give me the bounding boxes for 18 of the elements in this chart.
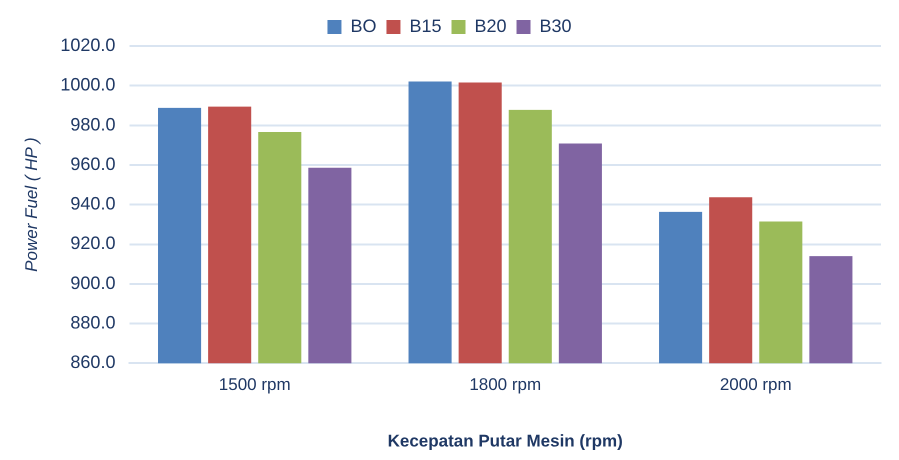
x-tick-label: 1500 rpm — [218, 375, 291, 394]
y-tick-label: 940.0 — [70, 194, 116, 214]
y-tick-label: 980.0 — [70, 114, 116, 134]
y-tick-label: 920.0 — [70, 233, 116, 254]
y-tick-label: 880.0 — [70, 312, 116, 333]
y-tick-label: 900.0 — [70, 272, 116, 293]
y-axis-title: Power Fuel ( HP ) — [22, 137, 41, 272]
legend-label: BO — [350, 16, 376, 36]
y-tick-label: 1020.0 — [60, 34, 116, 55]
y-tick-label: 1000.0 — [60, 74, 116, 95]
legend-label: B20 — [474, 16, 507, 36]
x-axis-title: Kecepatan Putar Mesin (rpm) — [388, 431, 623, 450]
x-tick-label: 1800 rpm — [469, 375, 542, 394]
legend-label: B15 — [409, 16, 442, 36]
legend-label: B30 — [540, 16, 572, 36]
y-tick-label: 960.0 — [70, 154, 116, 174]
x-tick-label: 2000 rpm — [720, 375, 792, 394]
y-tick-label: 860.0 — [70, 352, 116, 372]
